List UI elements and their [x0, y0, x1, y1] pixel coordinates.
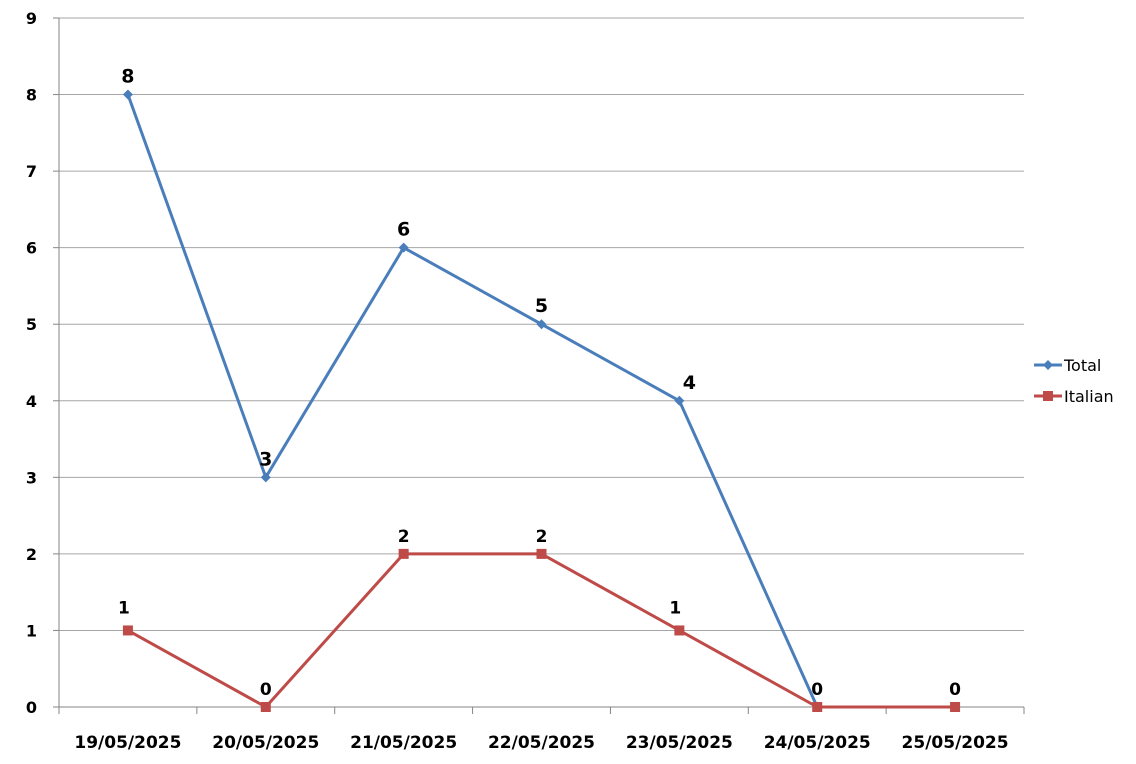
y-axis-tick-labels: 0 1 2 3 4 5 6 7 8 9	[26, 9, 37, 717]
axes	[53, 17, 1025, 714]
data-labels: 8 3 6 5 4 1 0 2 2 1 0 0	[118, 66, 961, 700]
marker-total	[260, 472, 271, 483]
x-axis-tick-labels: 19/05/2025 20/05/2025 21/05/2025 22/05/2025…	[74, 733, 1008, 753]
legend-label-italian: Italian	[1064, 387, 1114, 406]
data-label-italian: 0	[811, 680, 823, 700]
data-label-total: 3	[259, 448, 272, 470]
marker-total	[674, 395, 685, 406]
data-label-total: 5	[535, 295, 548, 317]
legend: Total Italian	[1034, 356, 1114, 406]
y-tick-label: 5	[26, 315, 37, 334]
marker-total	[122, 89, 133, 100]
data-label-italian: 2	[398, 527, 410, 547]
marker-italian	[674, 625, 685, 636]
y-tick-label: 8	[26, 86, 37, 105]
x-tick-label: 25/05/2025	[902, 733, 1009, 753]
x-tick-label: 23/05/2025	[626, 733, 733, 753]
y-tick-label: 4	[26, 392, 37, 411]
marker-italian	[122, 625, 133, 636]
marker-italian	[536, 548, 547, 559]
y-tick-label: 6	[26, 239, 37, 258]
x-tick-label: 19/05/2025	[74, 733, 181, 753]
data-label-total: 6	[397, 219, 410, 241]
y-tick-label: 9	[26, 9, 37, 28]
marker-total	[398, 242, 409, 253]
legend-marker-total	[1043, 360, 1053, 370]
marker-total	[536, 319, 547, 330]
legend-marker-italian	[1043, 391, 1053, 401]
data-label-italian: 1	[669, 598, 681, 618]
y-tick-label: 1	[26, 621, 37, 640]
data-label-total: 8	[121, 66, 134, 88]
data-label-italian: 0	[260, 680, 272, 700]
data-label-italian: 2	[536, 527, 548, 547]
series-line-total	[126, 94, 819, 708]
y-tick-label: 2	[26, 545, 37, 564]
marker-italian	[950, 702, 961, 712]
y-tick-label: 7	[26, 162, 37, 181]
x-tick-label: 24/05/2025	[764, 733, 871, 753]
marker-italian	[398, 548, 409, 559]
x-tick-label: 20/05/2025	[212, 733, 319, 753]
y-tick-label: 3	[26, 468, 37, 487]
data-label-italian: 0	[949, 680, 961, 700]
legend-label-total: Total	[1063, 356, 1101, 375]
data-label-italian: 1	[118, 598, 130, 618]
data-label-total: 4	[683, 372, 696, 394]
y-tick-label: 0	[26, 698, 37, 717]
marker-italian	[812, 702, 823, 712]
x-tick-label: 21/05/2025	[350, 733, 457, 753]
marker-italian	[260, 702, 271, 712]
x-tick-label: 22/05/2025	[488, 733, 595, 753]
series-markers	[122, 89, 961, 712]
